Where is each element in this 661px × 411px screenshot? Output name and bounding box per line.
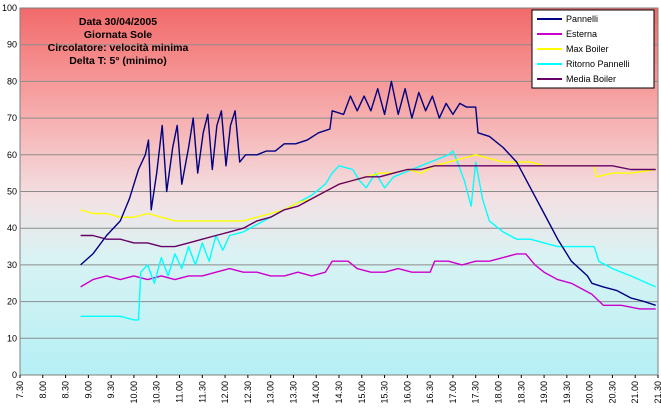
series-line-ritorno-pannelli bbox=[80, 150, 656, 321]
y-tick-label: 100 bbox=[2, 3, 17, 13]
x-tick-label: 14.30 bbox=[334, 381, 344, 404]
y-tick-label: 90 bbox=[7, 40, 17, 50]
x-tick-label: 7.30 bbox=[15, 381, 25, 399]
y-tick-label: 30 bbox=[7, 260, 17, 270]
y-tick-label: 0 bbox=[12, 370, 17, 380]
x-tick-label: 15.30 bbox=[380, 381, 390, 404]
y-tick-label: 70 bbox=[7, 113, 17, 123]
series-line-esterna bbox=[80, 253, 656, 310]
series-line-media-boiler bbox=[80, 165, 656, 248]
x-tick-label: 11.30 bbox=[197, 381, 207, 403]
x-tick-label: 10.00 bbox=[129, 381, 139, 404]
x-tick-label: 10.30 bbox=[152, 381, 162, 404]
x-tick-label: 12.30 bbox=[243, 381, 253, 404]
annotation-line-2: Giornata Sole bbox=[84, 29, 152, 41]
annotation-line-3: Circolatore: velocità minima bbox=[48, 42, 189, 54]
x-tick-label: 14.00 bbox=[311, 381, 321, 404]
x-tick-label: 19.30 bbox=[562, 381, 572, 404]
x-tick-label: 18.30 bbox=[516, 381, 526, 404]
legend-label: Esterna bbox=[566, 29, 597, 39]
annotation-line-4: Delta T: 5° (minimo) bbox=[69, 55, 167, 67]
x-tick-label: 21.30 bbox=[653, 381, 661, 404]
series-lines bbox=[80, 80, 656, 321]
x-tick-label: 13.00 bbox=[266, 381, 276, 404]
y-tick-label: 50 bbox=[7, 187, 17, 197]
legend-label: Max Boiler bbox=[566, 44, 609, 54]
x-tick-label: 9.00 bbox=[83, 381, 93, 399]
x-tick-label: 12.00 bbox=[220, 381, 230, 404]
x-tick-label: 9.30 bbox=[106, 381, 116, 399]
x-tick-label: 19.00 bbox=[539, 381, 549, 404]
x-tick-label: 20.00 bbox=[585, 381, 595, 404]
legend: Pannelli Esterna Max Boiler Ritorno Pannell… bbox=[531, 9, 655, 89]
x-tick-label: 11.00 bbox=[175, 381, 185, 403]
x-tick-label: 16.30 bbox=[425, 381, 435, 404]
legend-label: Ritorno Pannelli bbox=[566, 59, 630, 69]
y-tick-label: 40 bbox=[7, 223, 17, 233]
legend-items: Pannelli Esterna Max Boiler Ritorno Pannell… bbox=[537, 14, 630, 84]
y-tick-label: 10 bbox=[7, 333, 17, 343]
y-axis: 0 10 20 30 40 50 60 70 80 90 100 bbox=[2, 3, 17, 380]
series-line-pannelli bbox=[80, 80, 656, 306]
x-tick-label: 16.00 bbox=[402, 381, 412, 404]
y-tick-label: 60 bbox=[7, 150, 17, 160]
x-tick-label: 15.00 bbox=[357, 381, 367, 404]
x-tick-label: 17.00 bbox=[448, 381, 458, 404]
legend-label: Pannelli bbox=[566, 14, 598, 24]
x-tick-label: 21.00 bbox=[630, 381, 640, 404]
y-tick-label: 20 bbox=[7, 297, 17, 307]
x-tick-label: 8.30 bbox=[61, 381, 71, 399]
x-tick-label: 20.30 bbox=[607, 381, 617, 404]
x-tick-label: 8.00 bbox=[38, 381, 48, 399]
x-tick-label: 17.30 bbox=[471, 381, 481, 404]
annotation: Data 30/04/2005 Giornata Sole Circolator… bbox=[48, 16, 189, 67]
annotation-line-1: Data 30/04/2005 bbox=[79, 16, 157, 28]
x-tick-label: 13.30 bbox=[288, 381, 298, 404]
x-tick-label: 18.00 bbox=[494, 381, 504, 404]
x-axis: 7.30 8.00 8.30 9.00 9.30 10.00 10.30 11.00 11.30… bbox=[15, 375, 661, 404]
y-tick-label: 80 bbox=[7, 76, 17, 86]
legend-label: Media Boiler bbox=[566, 74, 616, 84]
